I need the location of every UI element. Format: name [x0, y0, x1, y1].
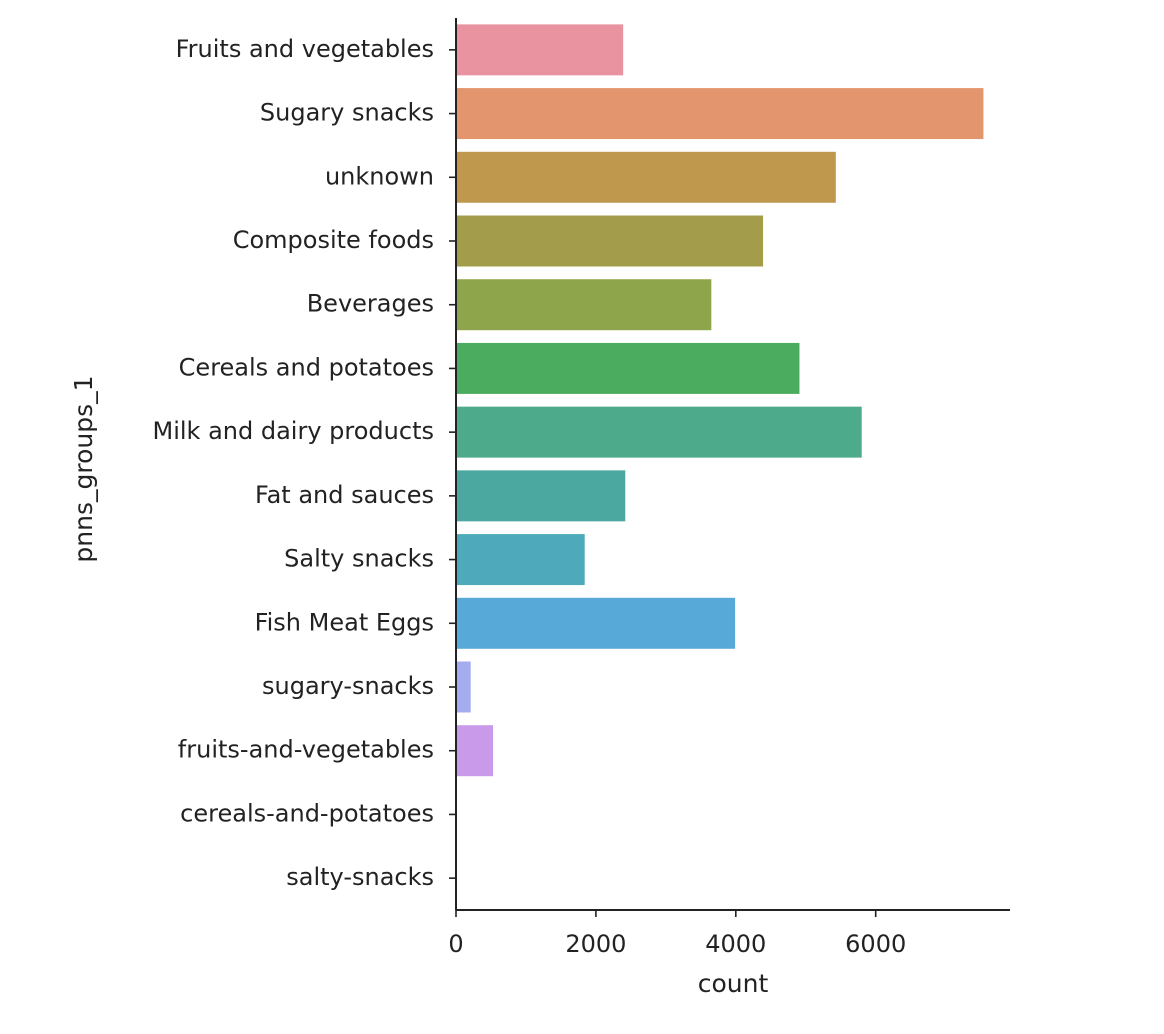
x-tick-label: 2000 — [565, 930, 626, 958]
bar — [456, 215, 764, 267]
x-tick-label: 6000 — [845, 930, 906, 958]
y-tick-label: cereals-and-potatoes — [180, 799, 434, 827]
bar — [456, 24, 624, 76]
y-tick-label: sugary-snacks — [262, 672, 434, 700]
bar — [456, 534, 585, 586]
y-axis-label: pnns_groups_1 — [69, 375, 98, 562]
y-tick-label: Salty snacks — [284, 545, 434, 573]
bar — [456, 342, 800, 394]
bar — [456, 597, 736, 649]
y-tick-label: salty-snacks — [286, 863, 434, 891]
x-axis-ticks: 0 2000 4000 6000 — [448, 910, 906, 958]
y-tick-label: fruits-and-vegetables — [178, 736, 434, 764]
y-tick-label: Sugary snacks — [260, 99, 434, 127]
bars — [456, 24, 984, 777]
x-axis-label: count — [698, 969, 769, 998]
bar — [456, 279, 712, 331]
bar — [456, 725, 494, 777]
bar — [456, 88, 984, 140]
y-tick-label: Fish Meat Eggs — [255, 608, 434, 636]
y-axis-ticks: Fruits and vegetables Sugary snacks unknow… — [153, 35, 456, 891]
y-tick-label: Milk and dairy products — [153, 417, 434, 445]
y-tick-label: unknown — [325, 162, 434, 190]
y-tick-label: Fat and sauces — [255, 481, 434, 509]
y-tick-label: Composite foods — [233, 226, 434, 254]
bar — [456, 661, 471, 713]
x-tick-label: 4000 — [705, 930, 766, 958]
y-tick-label: Fruits and vegetables — [176, 35, 434, 63]
bar — [456, 406, 862, 458]
bar — [456, 151, 836, 203]
y-tick-label: Beverages — [307, 290, 434, 318]
y-tick-label: Cereals and potatoes — [179, 353, 434, 381]
x-tick-label: 0 — [448, 930, 463, 958]
bar — [456, 470, 626, 522]
